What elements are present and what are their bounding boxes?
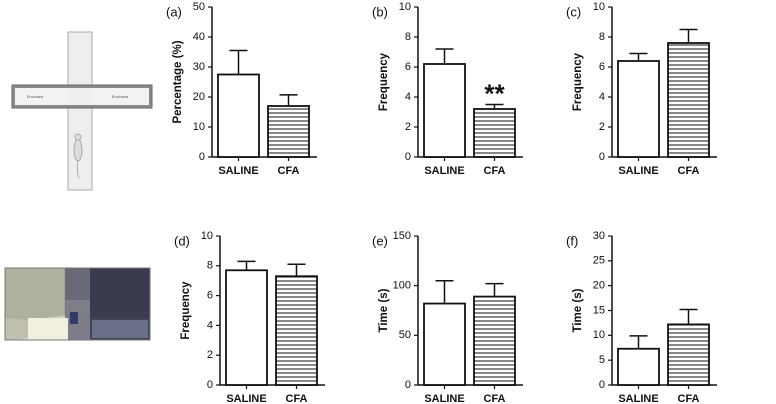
y-tick-label: 4 [207,319,213,331]
panel-label: (e) [372,233,388,248]
x-tick-label: CFA [484,393,506,404]
y-tick-label: 0 [405,151,411,163]
bar [473,108,516,158]
y-tick-label: 2 [599,121,605,133]
maze-label: Enclosed [27,94,43,99]
y-tick-label: 4 [405,91,411,103]
significance: ** [484,78,505,108]
bar [667,323,710,386]
y-tick-label: 30 [193,61,205,73]
bar [217,73,260,158]
bar [423,63,466,158]
y-tick-label: 0 [599,151,605,163]
bar [423,302,466,386]
y-tick-label: 4 [599,91,605,103]
y-axis-label: Time (s) [572,288,584,332]
y-axis-label: Frequency [572,52,584,111]
x-tick-label: SALINE [226,393,266,404]
y-tick-label: 5 [599,354,605,366]
bar [473,295,516,386]
y-tick-label: 10 [593,329,605,341]
bar [275,275,318,386]
maze-label: Enclosed [112,94,128,99]
panel: (d) Frequency 0 2 4 6 8 10 SALINE CFA [174,230,325,404]
plus-maze: Enclosed Enclosed [11,31,153,191]
y-tick-label: 8 [405,31,411,43]
y-tick-label: 40 [193,31,205,43]
y-tick-label: 0 [207,379,213,391]
y-tick-label: 6 [599,61,605,73]
y-axis-label: Percentage (%) [172,40,184,123]
panel-label: (d) [174,233,190,248]
y-tick-label: 8 [599,31,605,43]
y-tick-label: 0 [199,151,205,163]
bar [225,269,268,386]
y-tick-label: 50 [399,329,411,341]
y-tick-label: 20 [593,280,605,292]
x-tick-label: CFA [286,393,308,404]
y-tick-label: 10 [593,1,605,13]
panel-label: (c) [566,4,581,19]
y-tick-label: 2 [207,349,213,361]
y-tick-label: 150 [393,230,411,242]
panel: (a) Percentage (%) 0 10 20 30 40 50 SALINE CFA [166,1,317,177]
x-tick-label: SALINE [618,165,658,177]
y-tick-label: 6 [405,61,411,73]
panel: (b) Frequency 0 2 4 6 8 10 SALINE CFA ** [372,1,523,177]
bar [617,347,660,386]
y-axis-label: Time (s) [378,288,390,332]
y-tick-label: 10 [201,230,213,242]
y-tick-label: 0 [599,379,605,391]
y-tick-label: 6 [207,290,213,302]
x-tick-label: CFA [278,165,300,177]
x-tick-label: CFA [484,165,506,177]
panel: (c) Frequency 0 2 4 6 8 10 SALINE CFA [566,1,717,177]
y-tick-label: 15 [593,304,605,316]
y-tick-label: 10 [399,1,411,13]
bar [267,105,310,158]
panel-label: (f) [566,233,578,248]
y-tick-label: 25 [593,255,605,267]
panel: (f) Time (s) 0 5 10 15 20 25 30 SALINE CFA [566,230,717,404]
bar [667,42,710,158]
light-dark-box [4,267,151,341]
panel-label: (b) [372,4,388,19]
y-axis-label: Frequency [378,52,390,111]
y-tick-label: 50 [193,1,205,13]
y-tick-label: 2 [405,121,411,133]
y-axis-label: Frequency [180,281,192,340]
x-tick-label: CFA [678,165,700,177]
y-tick-label: 20 [193,91,205,103]
y-tick-label: 10 [193,121,205,133]
y-tick-label: 30 [593,230,605,242]
y-tick-label: 8 [207,260,213,272]
x-tick-label: SALINE [424,165,464,177]
y-tick-label: 0 [405,379,411,391]
panel-label: (a) [166,4,182,19]
bar [617,60,660,158]
y-tick-label: 100 [393,280,411,292]
x-tick-label: CFA [678,393,700,404]
x-tick-label: SALINE [218,165,258,177]
x-tick-label: SALINE [618,393,658,404]
x-tick-label: SALINE [424,393,464,404]
panel: (e) Time (s) 0 50 100 150 SALINE CFA [372,230,523,404]
